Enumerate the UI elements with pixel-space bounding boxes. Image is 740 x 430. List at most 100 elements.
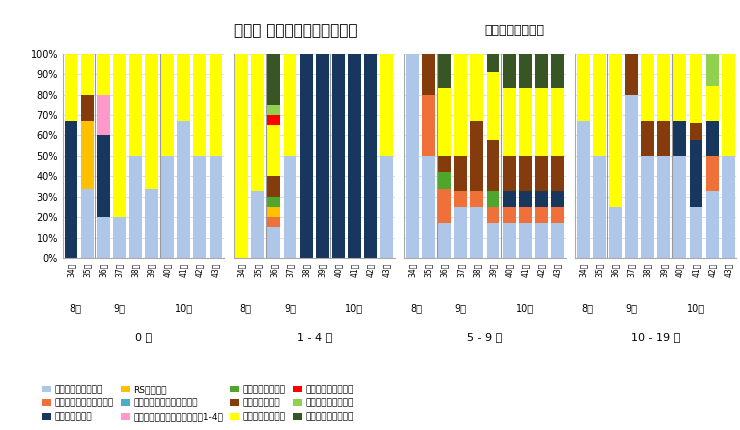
Bar — [454, 156, 467, 190]
Bar — [519, 89, 532, 156]
Bar — [519, 156, 532, 190]
Bar — [593, 156, 606, 258]
Text: 10月: 10月 — [175, 303, 193, 313]
Bar — [673, 156, 687, 258]
Bar — [519, 223, 532, 258]
Bar — [97, 135, 110, 217]
Bar — [267, 217, 280, 227]
Bar — [438, 89, 451, 156]
Bar — [454, 207, 467, 258]
Bar — [642, 121, 654, 156]
Bar — [422, 156, 435, 258]
Bar — [471, 190, 483, 207]
Text: 9月: 9月 — [455, 303, 467, 313]
Bar — [380, 54, 393, 156]
Bar — [502, 156, 516, 190]
Bar — [690, 54, 702, 123]
Bar — [502, 190, 516, 207]
Bar — [316, 54, 329, 258]
Bar — [519, 190, 532, 207]
Bar — [535, 190, 548, 207]
Bar — [706, 190, 719, 258]
Bar — [438, 223, 451, 258]
Bar — [364, 54, 377, 258]
Bar — [283, 156, 297, 258]
Bar — [283, 54, 297, 156]
Bar — [129, 156, 142, 258]
Bar — [609, 54, 622, 207]
Text: 10月: 10月 — [517, 303, 534, 313]
Bar — [706, 54, 719, 86]
Bar — [422, 54, 435, 95]
Legend: 新型コロナウイルス, インフルエンザウイルス, ライノウイルス, RSウイルス, ヒトメタニューモウイルス, パラインフルエンザウイルス1-4型, ヒトボカウイ: 新型コロナウイルス, インフルエンザウイルス, ライノウイルス, RSウイルス,… — [41, 385, 354, 421]
Bar — [502, 223, 516, 258]
Bar — [471, 207, 483, 258]
Bar — [657, 54, 670, 121]
Bar — [267, 125, 280, 176]
Bar — [706, 156, 719, 190]
Bar — [454, 190, 467, 207]
Bar — [81, 54, 93, 95]
Bar — [64, 121, 78, 258]
Bar — [706, 19, 719, 54]
Bar — [535, 207, 548, 223]
Bar — [112, 54, 126, 217]
Bar — [551, 89, 564, 156]
Bar — [535, 54, 548, 89]
Bar — [642, 156, 654, 258]
Bar — [209, 156, 223, 258]
Bar — [193, 54, 206, 156]
Bar — [657, 121, 670, 156]
Text: 10月: 10月 — [346, 303, 363, 313]
Bar — [487, 223, 500, 258]
Bar — [673, 54, 687, 121]
Bar — [438, 156, 451, 172]
Bar — [576, 121, 590, 258]
Bar — [642, 54, 654, 121]
Bar — [252, 54, 264, 190]
Bar — [332, 54, 345, 258]
Bar — [487, 72, 500, 139]
Text: 10月: 10月 — [687, 303, 705, 313]
Bar — [487, 207, 500, 223]
Bar — [471, 121, 483, 190]
Bar — [657, 156, 670, 258]
Bar — [422, 95, 435, 156]
Text: 8月: 8月 — [411, 303, 423, 313]
Bar — [502, 54, 516, 89]
Bar — [551, 190, 564, 207]
Bar — [178, 54, 190, 121]
Bar — [609, 207, 622, 258]
Bar — [593, 54, 606, 156]
Bar — [438, 188, 451, 223]
Bar — [502, 89, 516, 156]
Bar — [454, 54, 467, 156]
Bar — [471, 54, 483, 121]
Bar — [551, 223, 564, 258]
Bar — [519, 207, 532, 223]
Text: 10 - 19 歳: 10 - 19 歳 — [631, 332, 680, 341]
Bar — [487, 139, 500, 190]
Bar — [81, 121, 93, 188]
Text: 5 - 9 歳: 5 - 9 歳 — [468, 332, 502, 341]
Bar — [81, 188, 93, 258]
Bar — [706, 86, 719, 121]
Bar — [722, 54, 735, 156]
Bar — [161, 156, 174, 258]
Bar — [519, 54, 532, 89]
Bar — [690, 140, 702, 207]
Text: 8月: 8月 — [582, 303, 593, 313]
Text: 9月: 9月 — [113, 303, 125, 313]
Bar — [97, 95, 110, 135]
Bar — [178, 121, 190, 258]
Bar — [145, 54, 158, 188]
Bar — [722, 156, 735, 258]
Bar — [267, 207, 280, 217]
Bar — [267, 176, 280, 197]
Bar — [235, 54, 248, 258]
Bar — [267, 115, 280, 125]
Bar — [551, 207, 564, 223]
Bar — [267, 105, 280, 115]
Bar — [535, 156, 548, 190]
Bar — [380, 156, 393, 258]
